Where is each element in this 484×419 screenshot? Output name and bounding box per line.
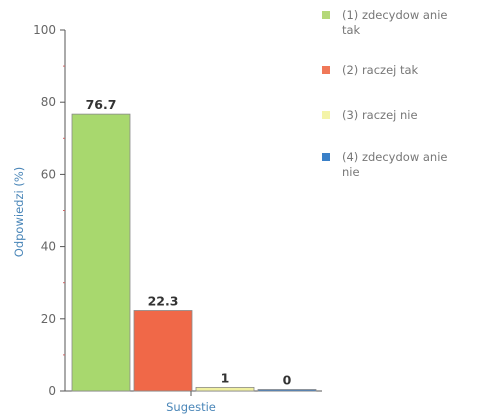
x-axis-title: Sugestie <box>166 400 216 414</box>
bar-2 <box>133 310 193 392</box>
y-tick-label: 40 <box>41 240 56 254</box>
legend-swatch-1 <box>322 11 330 19</box>
bar-value-label-3: 1 <box>221 370 230 385</box>
legend-label-2: (2) raczej tak <box>342 63 419 77</box>
bar-value-label-1: 76.7 <box>86 97 117 112</box>
y-tick-label: 0 <box>48 384 56 398</box>
legend-label-3: (3) raczej nie <box>342 108 418 122</box>
legend-swatch-2 <box>322 66 330 74</box>
legend-swatch-4 <box>322 153 330 161</box>
bar-value-label-2: 22.3 <box>148 293 179 308</box>
y-axis-title: Odpowiedzi (%) <box>12 167 26 257</box>
legend-label-4: (4) zdecydow anie <box>342 150 448 164</box>
bar-4 <box>257 389 317 392</box>
y-tick-label: 100 <box>33 23 56 37</box>
bar-3 <box>195 386 255 392</box>
legend-swatch-3 <box>322 111 330 119</box>
y-tick-label: 80 <box>41 95 56 109</box>
bar-1 <box>71 113 131 392</box>
legend-label-1: (1) zdecydow anie <box>342 8 448 22</box>
legend-label-1: tak <box>342 23 361 37</box>
y-tick-label: 20 <box>41 312 56 326</box>
y-tick-label: 60 <box>41 167 56 181</box>
legend-label-4: nie <box>342 165 360 179</box>
bar-value-label-4: 0 <box>283 373 292 388</box>
